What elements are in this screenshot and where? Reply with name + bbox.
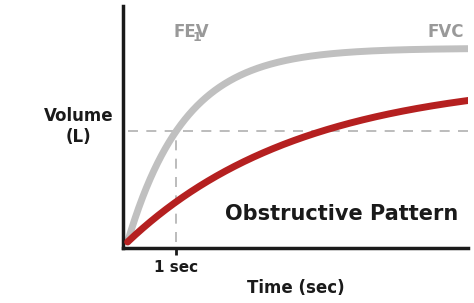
Y-axis label: Volume
(L): Volume (L) (44, 107, 113, 146)
Text: FEV: FEV (174, 23, 210, 41)
Text: 1: 1 (192, 31, 201, 44)
X-axis label: Time (sec): Time (sec) (247, 279, 345, 298)
Text: FVC: FVC (427, 23, 464, 41)
Text: Obstructive Pattern: Obstructive Pattern (225, 204, 458, 224)
